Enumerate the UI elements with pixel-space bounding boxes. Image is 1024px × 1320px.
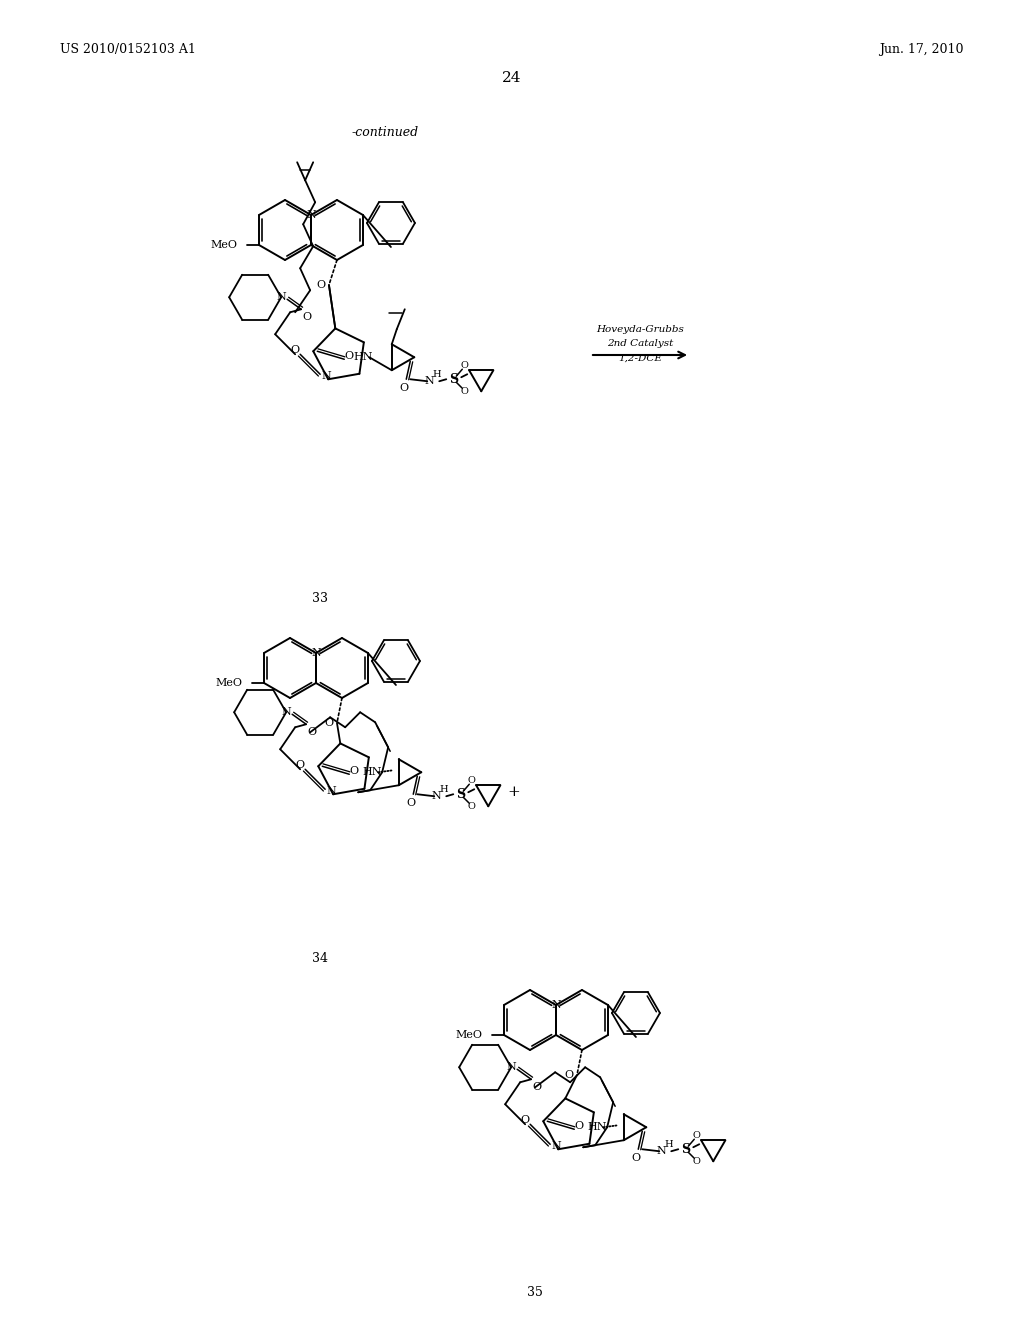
Text: O: O: [296, 760, 305, 771]
Text: N: N: [551, 1142, 561, 1151]
Text: O: O: [291, 346, 300, 355]
Text: O: O: [564, 1071, 573, 1080]
Text: O: O: [467, 776, 475, 785]
Text: N: N: [322, 371, 331, 381]
Text: O: O: [632, 1154, 641, 1163]
Text: H: H: [432, 370, 440, 379]
Text: S: S: [449, 372, 458, 385]
Text: N: N: [311, 648, 321, 657]
Text: 2nd Catalyst: 2nd Catalyst: [607, 338, 673, 347]
Text: 33: 33: [312, 591, 328, 605]
Text: N: N: [431, 791, 441, 801]
Text: H: H: [664, 1139, 673, 1148]
Text: O: O: [467, 801, 475, 810]
Text: 34: 34: [312, 952, 328, 965]
Text: N: N: [276, 292, 286, 302]
Text: O: O: [316, 280, 326, 290]
Text: O: O: [325, 718, 334, 729]
Text: 1,2-DCE: 1,2-DCE: [618, 354, 662, 363]
Text: O: O: [303, 313, 311, 322]
Text: O: O: [692, 1131, 700, 1139]
Text: N: N: [327, 787, 336, 796]
Text: N: N: [656, 1146, 667, 1156]
Text: O: O: [574, 1121, 584, 1131]
Text: MeO: MeO: [210, 240, 237, 249]
Text: HN: HN: [588, 1122, 607, 1133]
Text: H: H: [439, 785, 447, 793]
Text: O: O: [399, 383, 409, 393]
Text: O: O: [461, 387, 468, 396]
Text: N: N: [424, 376, 434, 387]
Text: O: O: [520, 1115, 529, 1125]
Text: MeO: MeO: [455, 1030, 482, 1040]
Text: Jun. 17, 2010: Jun. 17, 2010: [880, 44, 964, 57]
Text: 24: 24: [502, 71, 522, 84]
Text: HN: HN: [362, 767, 382, 777]
Text: O: O: [350, 766, 358, 776]
Text: N: N: [282, 708, 291, 717]
Text: O: O: [532, 1082, 542, 1092]
Text: Hoveyda-Grubbs: Hoveyda-Grubbs: [596, 326, 684, 334]
Text: O: O: [345, 351, 354, 362]
Text: O: O: [692, 1156, 700, 1166]
Text: +: +: [507, 785, 519, 799]
Text: N: N: [506, 1063, 516, 1072]
Text: S: S: [681, 1143, 690, 1156]
Text: -continued: -continued: [351, 127, 419, 140]
Text: 35: 35: [527, 1287, 543, 1299]
Text: N: N: [306, 210, 315, 220]
Text: O: O: [407, 799, 416, 808]
Text: O: O: [307, 727, 316, 738]
Text: O: O: [461, 360, 468, 370]
Text: HN: HN: [353, 352, 373, 362]
Text: US 2010/0152103 A1: US 2010/0152103 A1: [60, 44, 196, 57]
Text: N: N: [551, 1001, 561, 1010]
Text: S: S: [456, 788, 465, 801]
Text: MeO: MeO: [215, 678, 242, 688]
